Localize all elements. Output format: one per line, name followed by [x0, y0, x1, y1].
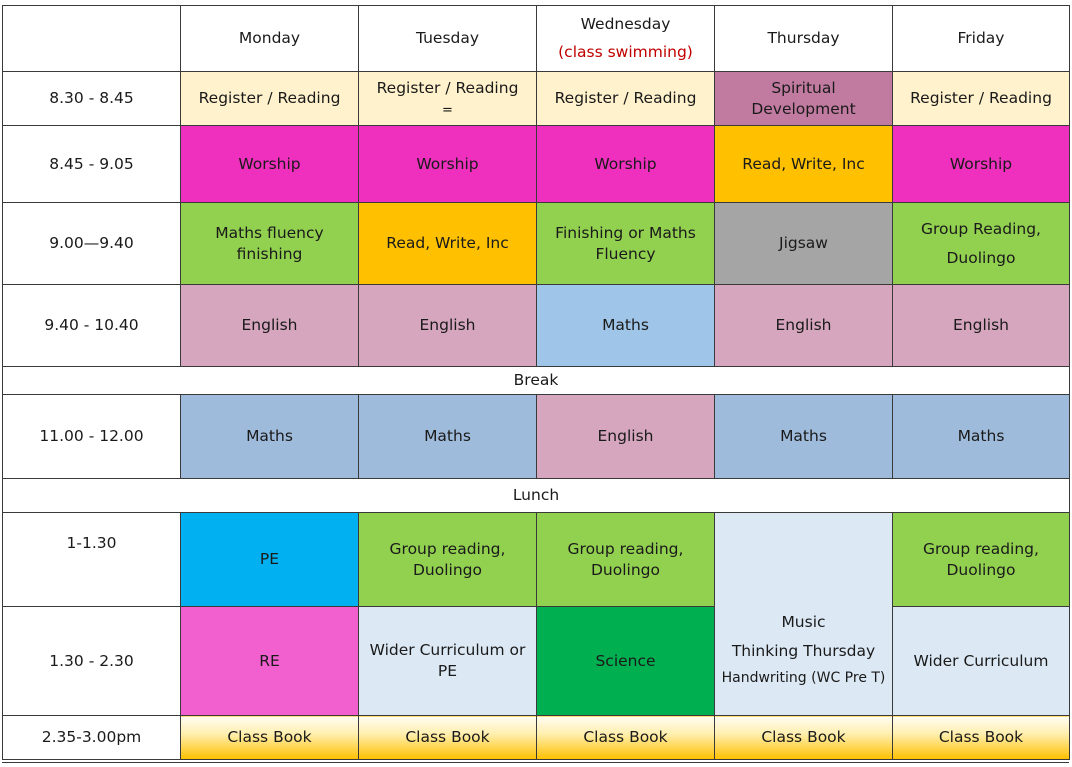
lesson-text: Duolingo — [946, 248, 1016, 267]
swimming-note: (class swimming) — [558, 43, 693, 61]
time-slot: 2.35-3.00pm — [2, 715, 181, 760]
lesson-cell: Maths — [180, 394, 359, 479]
lesson-cell: Maths — [536, 284, 715, 367]
lesson-text: Thinking Thursday — [731, 641, 876, 660]
day-monday: Monday — [180, 5, 359, 72]
lesson-cell: English — [180, 284, 359, 367]
lesson-cell: Class Book — [714, 715, 893, 760]
lesson-cell: Register / Reading = — [358, 71, 537, 126]
lesson-cell: Science — [536, 606, 715, 716]
lesson-cell: English — [358, 284, 537, 367]
break-row: Break — [2, 366, 1070, 395]
lesson-cell: Class Book — [536, 715, 715, 760]
lesson-cell: Maths fluency finishing — [180, 202, 359, 285]
lesson-cell: Jigsaw — [714, 202, 893, 285]
lesson-cell: Maths — [358, 394, 537, 479]
lesson-text: Register / Reading — [376, 79, 519, 97]
lesson-cell: Class Book — [892, 715, 1070, 760]
lesson-cell: English — [892, 284, 1070, 367]
lesson-cell: Group Reading, Duolingo — [892, 202, 1070, 285]
period-row: 11.00 - 12.00 Maths Maths English Maths … — [2, 394, 1070, 479]
time-slot: 8.30 - 8.45 — [2, 71, 181, 126]
period-row: 8.30 - 8.45 Register / Reading Register … — [2, 71, 1070, 126]
time-slot: 1.30 - 2.30 — [2, 606, 181, 716]
day-tuesday: Tuesday — [358, 5, 537, 72]
lesson-cell: Group reading, Duolingo — [536, 512, 715, 607]
lesson-cell: Finishing or Maths Fluency — [536, 202, 715, 285]
period-row: 1-1.30 PE Group reading, Duolingo Group … — [2, 512, 1070, 716]
timetable: Monday Tuesday Wednesday (class swimming… — [2, 5, 1070, 760]
period-row: 9.00—9.40 Maths fluency finishing Read, … — [2, 202, 1070, 285]
lesson-cell: Register / Reading — [892, 71, 1070, 126]
time-slot: 9.00—9.40 — [2, 202, 181, 285]
lesson-text: Group Reading, — [921, 219, 1041, 238]
lunch-row: Lunch — [2, 478, 1070, 513]
day-wednesday: Wednesday (class swimming) — [536, 5, 715, 72]
lesson-cell: Worship — [358, 125, 537, 203]
time-slot: 11.00 - 12.00 — [2, 394, 181, 479]
time-slot: 9.40 - 10.40 — [2, 284, 181, 367]
lesson-cell: Class Book — [358, 715, 537, 760]
day-wednesday-label: Wednesday — [580, 15, 671, 33]
thursday-afternoon-cell: Music Thinking Thursday Handwriting (WC … — [714, 512, 893, 716]
period-row: 2.35-3.00pm Class Book Class Book Class … — [2, 715, 1070, 760]
lesson-cell: English — [536, 394, 715, 479]
bottom-rule — [2, 762, 1069, 763]
lesson-cell: Maths — [892, 394, 1070, 479]
break-label: Break — [2, 366, 1070, 395]
lesson-text: Handwriting (WC Pre T) — [721, 669, 886, 686]
equals-mark: = — [442, 103, 453, 118]
lesson-cell: Worship — [536, 125, 715, 203]
lesson-cell: PE — [180, 512, 359, 607]
lesson-cell: Spiritual Development — [714, 71, 893, 126]
lesson-cell: Wider Curriculum — [892, 606, 1070, 716]
period-row: 8.45 - 9.05 Worship Worship Worship Read… — [2, 125, 1070, 203]
day-thursday: Thursday — [714, 5, 893, 72]
lesson-cell: Group reading, Duolingo — [358, 512, 537, 607]
lesson-cell: Class Book — [180, 715, 359, 760]
lesson-cell: English — [714, 284, 893, 367]
lesson-cell: Maths — [714, 394, 893, 479]
period-row: 9.40 - 10.40 English English Maths Engli… — [2, 284, 1070, 367]
lesson-cell: Wider Curriculum or PE — [358, 606, 537, 716]
header-row: Monday Tuesday Wednesday (class swimming… — [2, 5, 1070, 72]
lesson-cell: Read, Write, Inc — [358, 202, 537, 285]
day-friday: Friday — [892, 5, 1070, 72]
lesson-cell: Register / Reading — [180, 71, 359, 126]
corner-cell — [2, 5, 181, 72]
time-slot: 8.45 - 9.05 — [2, 125, 181, 203]
period-row: 1.30 - 2.30 RE Wider Curriculum or PE Sc… — [2, 606, 1070, 716]
lesson-cell: Worship — [180, 125, 359, 203]
lesson-cell: Group reading, Duolingo — [892, 512, 1070, 607]
lesson-cell: Worship — [892, 125, 1070, 203]
lesson-cell: Read, Write, Inc — [714, 125, 893, 203]
lesson-cell: Register / Reading — [536, 71, 715, 126]
lesson-cell: RE — [180, 606, 359, 716]
lunch-label: Lunch — [2, 478, 1070, 513]
lesson-text: Music — [781, 612, 826, 631]
time-slot: 1-1.30 — [2, 512, 181, 607]
